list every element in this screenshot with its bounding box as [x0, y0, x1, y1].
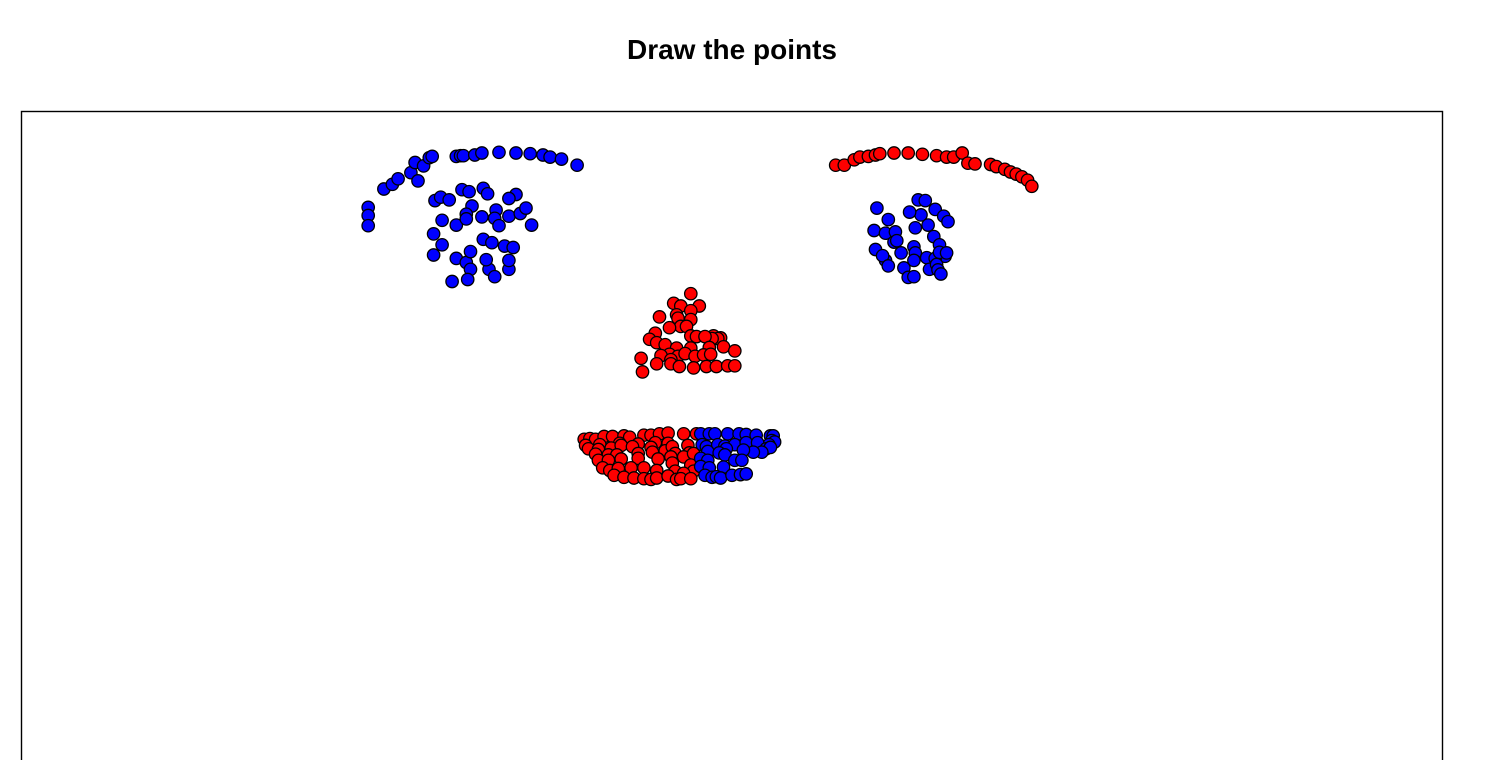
data-point — [934, 267, 948, 281]
data-point — [968, 157, 982, 171]
data-point — [713, 471, 728, 485]
data-point — [955, 146, 970, 160]
data-point — [870, 201, 884, 215]
data-point — [361, 218, 376, 233]
data-point — [480, 186, 495, 201]
data-point — [506, 240, 521, 255]
data-point — [425, 149, 440, 164]
data-point — [391, 171, 405, 186]
data-point — [487, 269, 502, 284]
data-point — [881, 259, 896, 273]
data-point — [676, 426, 691, 441]
data-point — [459, 212, 474, 226]
data-point — [907, 253, 921, 268]
data-point — [709, 359, 724, 374]
data-point — [570, 158, 584, 173]
data-point — [445, 274, 459, 289]
data-point — [426, 248, 441, 262]
data-point — [867, 223, 881, 238]
data-point — [889, 233, 904, 248]
data-point — [460, 272, 475, 287]
data-point — [716, 339, 731, 354]
data-point — [492, 218, 506, 233]
data-point — [456, 148, 471, 163]
data-point — [435, 213, 449, 228]
data-point — [908, 220, 923, 235]
data-point — [915, 147, 930, 162]
data-point — [475, 146, 489, 160]
data-point — [485, 235, 499, 250]
data-point — [635, 365, 650, 379]
data-point — [442, 193, 457, 207]
data-point — [502, 191, 516, 206]
data-point — [683, 471, 698, 486]
data-point — [519, 201, 533, 215]
data-point — [672, 359, 687, 374]
data-point — [875, 248, 890, 263]
plot-frame — [20, 110, 1444, 760]
data-point — [901, 146, 916, 160]
data-point — [554, 152, 569, 166]
data-point — [881, 212, 896, 227]
data-point — [939, 246, 954, 260]
data-point — [683, 286, 698, 301]
data-point — [502, 209, 516, 224]
chart-title: Draw the points — [626, 34, 837, 65]
data-point — [727, 344, 742, 358]
data-point — [502, 253, 516, 268]
data-point — [1024, 179, 1039, 194]
data-point — [524, 218, 539, 232]
data-point — [894, 246, 908, 260]
data-point — [649, 471, 664, 485]
data-point — [887, 146, 901, 160]
data-point — [411, 174, 425, 188]
data-point — [651, 452, 665, 466]
data-point — [918, 193, 933, 208]
data-point — [649, 356, 664, 371]
data-point — [634, 351, 648, 366]
data-point — [449, 218, 464, 232]
data-point — [426, 227, 441, 241]
data-point — [735, 453, 749, 468]
data-point — [543, 150, 557, 164]
data-point — [686, 361, 701, 375]
data-point — [921, 218, 935, 232]
data-point — [902, 205, 917, 219]
data-point — [720, 426, 735, 441]
data-point — [475, 210, 489, 224]
data-point — [509, 146, 523, 160]
points-layer — [361, 145, 1039, 487]
data-point — [703, 347, 718, 362]
data-point — [435, 237, 449, 252]
data-point — [727, 358, 742, 373]
data-point — [662, 320, 677, 335]
data-point — [941, 214, 955, 229]
data-point — [463, 244, 478, 259]
data-point — [652, 310, 667, 324]
data-point — [907, 269, 921, 284]
data-point — [739, 467, 754, 481]
data-point — [523, 146, 538, 161]
data-point — [492, 145, 506, 160]
data-point — [462, 184, 476, 199]
data-point — [872, 146, 887, 161]
data-point — [479, 252, 494, 267]
